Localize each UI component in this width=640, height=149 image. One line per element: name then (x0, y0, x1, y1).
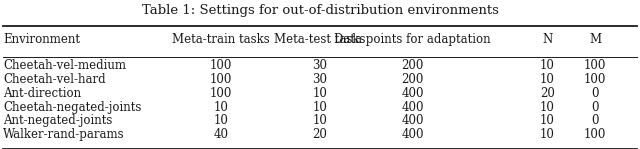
Text: N: N (542, 33, 552, 46)
Text: 100: 100 (584, 73, 606, 86)
Text: 0: 0 (591, 101, 599, 114)
Text: Cheetah-vel-hard: Cheetah-vel-hard (3, 73, 106, 86)
Text: 100: 100 (584, 128, 606, 141)
Text: 400: 400 (401, 87, 424, 100)
Text: Ant-negated-joints: Ant-negated-joints (3, 114, 113, 128)
Text: 30: 30 (312, 73, 328, 86)
Text: 0: 0 (591, 87, 599, 100)
Text: 10: 10 (312, 101, 328, 114)
Text: 400: 400 (401, 101, 424, 114)
Text: 40: 40 (213, 128, 228, 141)
Text: 200: 200 (402, 59, 424, 72)
Text: 10: 10 (540, 101, 555, 114)
Text: Table 1: Settings for out-of-distribution environments: Table 1: Settings for out-of-distributio… (141, 4, 499, 17)
Text: 10: 10 (540, 73, 555, 86)
Text: Cheetah-negated-joints: Cheetah-negated-joints (3, 101, 141, 114)
Text: 10: 10 (213, 101, 228, 114)
Text: 20: 20 (540, 87, 555, 100)
Text: Ant-direction: Ant-direction (3, 87, 81, 100)
Text: 400: 400 (401, 114, 424, 128)
Text: 200: 200 (402, 73, 424, 86)
Text: 100: 100 (584, 59, 606, 72)
Text: 10: 10 (312, 87, 328, 100)
Text: Data points for adaptation: Data points for adaptation (335, 33, 491, 46)
Text: Walker-rand-params: Walker-rand-params (3, 128, 125, 141)
Text: 10: 10 (213, 114, 228, 128)
Text: 10: 10 (540, 59, 555, 72)
Text: Environment: Environment (3, 33, 80, 46)
Text: 30: 30 (312, 59, 328, 72)
Text: 400: 400 (401, 128, 424, 141)
Text: 0: 0 (591, 114, 599, 128)
Text: 100: 100 (210, 87, 232, 100)
Text: M: M (589, 33, 601, 46)
Text: Cheetah-vel-medium: Cheetah-vel-medium (3, 59, 126, 72)
Text: Meta-train tasks: Meta-train tasks (172, 33, 269, 46)
Text: 10: 10 (540, 128, 555, 141)
Text: 100: 100 (210, 73, 232, 86)
Text: 100: 100 (210, 59, 232, 72)
Text: 20: 20 (312, 128, 328, 141)
Text: 10: 10 (540, 114, 555, 128)
Text: 10: 10 (312, 114, 328, 128)
Text: Meta-test tasks: Meta-test tasks (275, 33, 365, 46)
